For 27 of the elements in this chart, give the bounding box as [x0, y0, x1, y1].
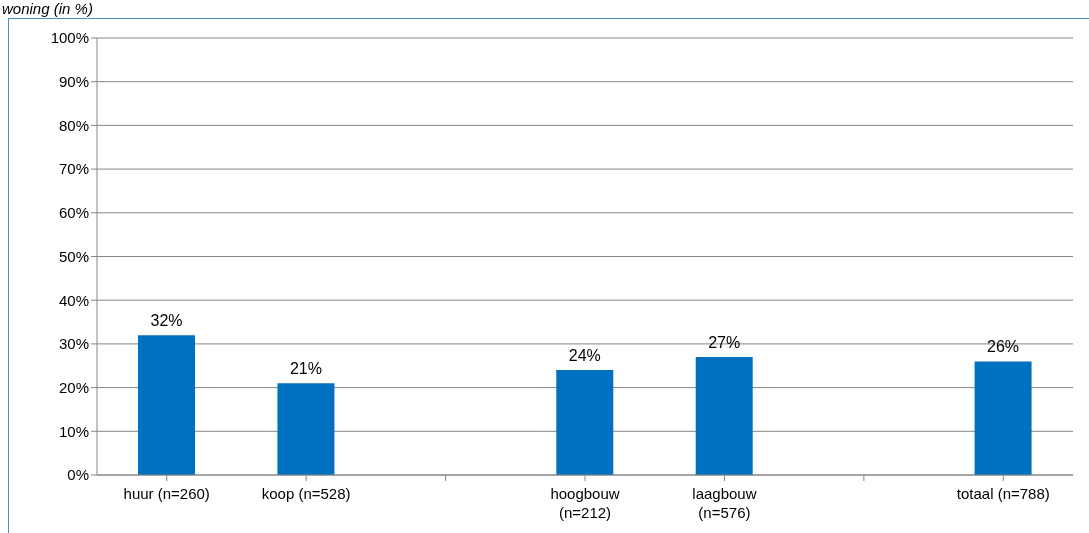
bar	[695, 357, 753, 475]
data-label: 26%	[987, 338, 1020, 356]
bar	[138, 335, 195, 475]
y-tick-label: 10%	[58, 422, 89, 440]
x-tick-label: huur (n=260)	[123, 485, 210, 502]
y-tick-label: 80%	[58, 116, 89, 134]
y-tick-label: 60%	[58, 204, 89, 222]
chart-title: woning (in %)	[2, 0, 93, 17]
data-label: 32%	[150, 312, 183, 330]
bar	[556, 370, 614, 475]
data-label: 21%	[289, 360, 322, 378]
y-tick-label: 100%	[50, 29, 89, 47]
data-label: 24%	[568, 347, 601, 365]
data-label: 27%	[708, 334, 741, 352]
bar	[277, 383, 335, 475]
x-tick-label: totaal (n=788)	[956, 485, 1050, 502]
y-tick-label: 30%	[58, 335, 89, 353]
x-tick-label: hoogbouw (n=212)	[550, 485, 620, 521]
y-tick-label: 50%	[58, 247, 89, 265]
bar	[974, 361, 1032, 475]
x-tick-label: laagbouw (n=576)	[692, 485, 757, 521]
x-tick-label: koop (n=528)	[261, 485, 351, 502]
y-tick-label: 70%	[58, 160, 89, 178]
y-tick-label: 20%	[58, 378, 89, 396]
y-tick-label: 0%	[67, 466, 89, 484]
y-tick-label: 90%	[58, 73, 89, 91]
y-tick-label: 40%	[58, 291, 89, 309]
